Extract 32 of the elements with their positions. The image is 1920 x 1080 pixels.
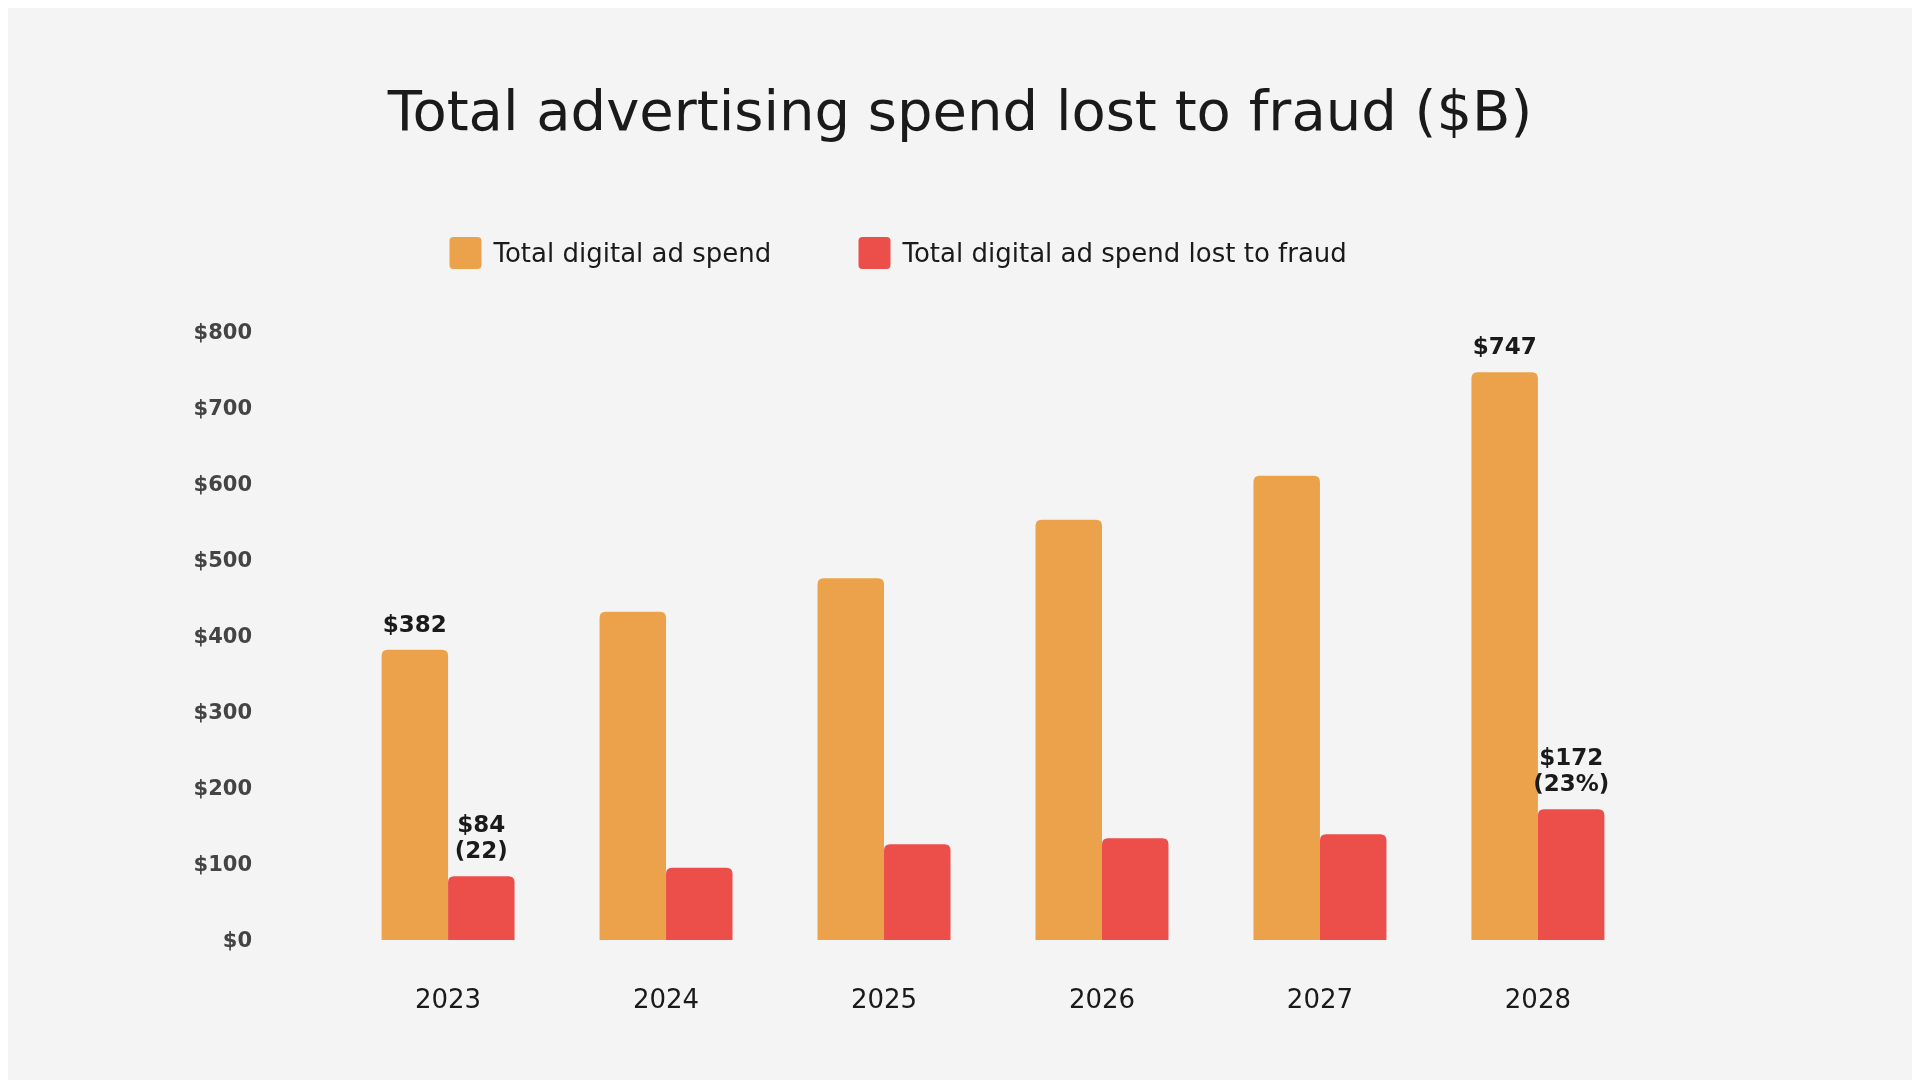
y-tick-label: $600	[193, 472, 252, 496]
bar	[1537, 809, 1605, 940]
data-label: $84 (22)	[454, 811, 508, 864]
x-tick-label: 2025	[850, 984, 918, 1014]
y-tick-label: $0	[222, 928, 252, 952]
legend-label: Total digital ad spend	[492, 238, 772, 268]
bar	[381, 649, 449, 940]
y-tick-label: $500	[193, 548, 252, 572]
bar	[666, 867, 733, 940]
chart-title: Total advertising spend lost to fraud ($B)	[386, 78, 1533, 143]
y-tick-label: $400	[193, 624, 252, 648]
bar	[817, 578, 885, 940]
data-label: $747	[1472, 333, 1537, 360]
x-tick-label: 2028	[1504, 984, 1572, 1014]
y-tick-label: $800	[193, 320, 252, 344]
bar	[448, 876, 515, 940]
bar	[1035, 519, 1102, 940]
y-tick-label: $100	[193, 852, 252, 876]
bar	[1101, 838, 1169, 940]
data-label: $382	[382, 610, 447, 637]
x-tick-label: 2023	[414, 984, 482, 1014]
y-tick-label: $700	[193, 396, 252, 420]
bar	[599, 611, 667, 940]
bar	[884, 844, 951, 940]
legend-label: Total digital ad spend lost to fraud	[901, 238, 1347, 268]
bar	[1253, 475, 1320, 940]
x-tick-label: 2024	[632, 984, 700, 1014]
x-tick-label: 2026	[1068, 984, 1136, 1014]
y-tick-label: $300	[193, 700, 252, 724]
x-tick-label: 2027	[1286, 984, 1354, 1014]
bar	[1319, 834, 1387, 940]
y-tick-label: $200	[193, 776, 252, 800]
